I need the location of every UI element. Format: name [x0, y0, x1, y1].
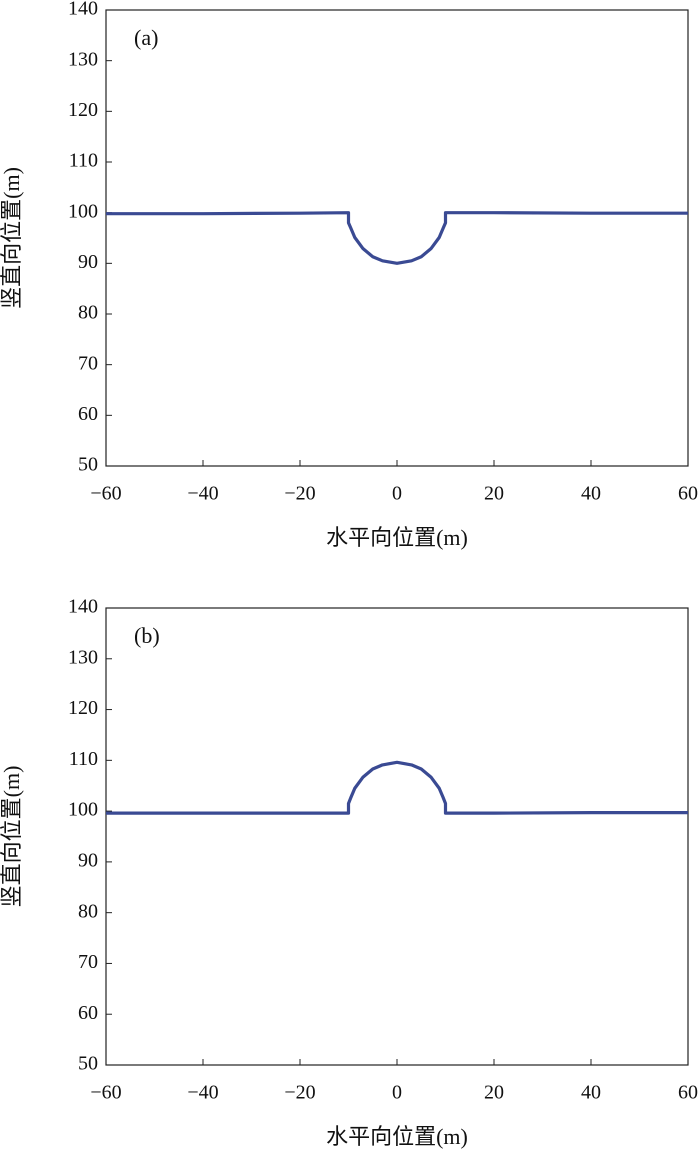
y-tick-label: 100: [68, 200, 98, 222]
x-tick-label: −60: [90, 1082, 121, 1104]
y-tick-label: 80: [78, 900, 98, 922]
y-tick-label: 140: [68, 0, 98, 20]
x-tick-label: −60: [90, 483, 121, 505]
y-tick-label: 100: [68, 799, 98, 821]
y-tick-label: 50: [78, 454, 98, 476]
x-tick-label: 60: [678, 483, 698, 505]
data-line: [106, 211, 688, 265]
x-tick-label: −20: [284, 1082, 315, 1104]
x-tick-label: −40: [187, 483, 218, 505]
y-axis-label: 竖直向位置(m): [0, 167, 24, 309]
x-tick-label: 20: [484, 483, 504, 505]
x-tick-label: 60: [678, 1082, 698, 1104]
y-axis-label: 竖直向位置(m): [0, 766, 24, 908]
panel-label: (a): [134, 25, 158, 50]
x-axis-label: 水平向位置(m): [326, 1124, 468, 1149]
y-tick-label: 140: [68, 596, 98, 618]
y-tick-label: 110: [69, 150, 98, 172]
y-tick-label: 60: [78, 1002, 98, 1024]
y-tick-label: 60: [78, 403, 98, 425]
y-tick-label: 70: [78, 951, 98, 973]
panel-label: (b): [134, 623, 160, 648]
y-tick-label: 80: [78, 302, 98, 324]
x-tick-label: 40: [581, 483, 601, 505]
x-tick-label: −40: [187, 1082, 218, 1104]
x-tick-label: 0: [392, 1082, 402, 1104]
x-tick-label: 0: [392, 483, 402, 505]
data-line: [106, 760, 688, 815]
y-tick-label: 70: [78, 352, 98, 374]
y-tick-label: 120: [68, 697, 98, 719]
y-tick-label: 50: [78, 1053, 98, 1075]
y-tick-label: 120: [68, 99, 98, 121]
plot-frame: [105, 9, 689, 467]
x-tick-label: 20: [484, 1082, 504, 1104]
x-axis-label: 水平向位置(m): [326, 525, 468, 550]
y-tick-label: 130: [68, 646, 98, 668]
x-tick-label: −20: [284, 483, 315, 505]
y-tick-label: 90: [78, 849, 98, 871]
x-tick-label: 40: [581, 1082, 601, 1104]
plot-frame: [105, 607, 689, 1066]
y-tick-label: 110: [69, 748, 98, 770]
y-tick-label: 90: [78, 251, 98, 273]
y-tick-label: 130: [68, 48, 98, 70]
